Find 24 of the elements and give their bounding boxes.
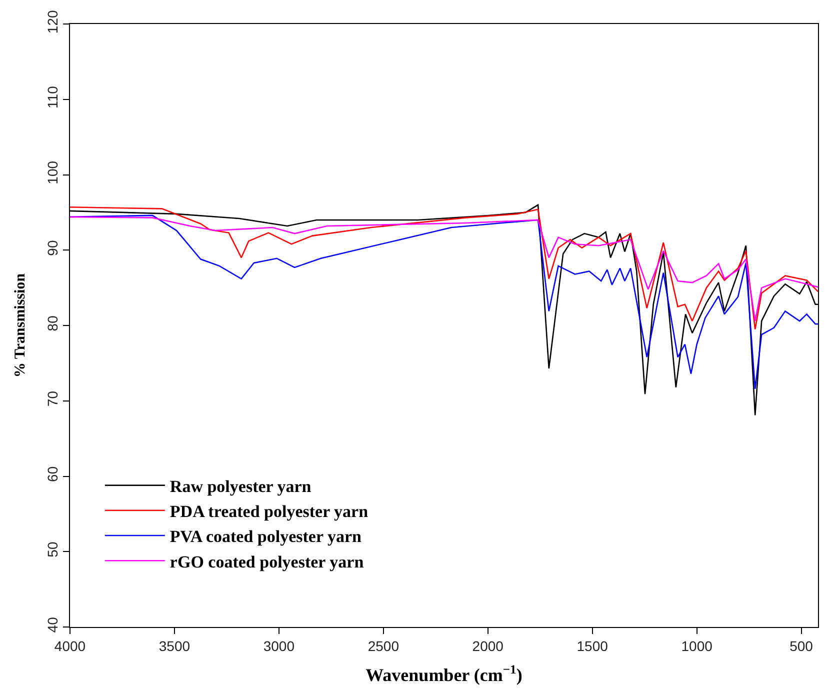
legend-label: PDA treated polyester yarn — [170, 502, 369, 522]
y-tick-label: 40 — [44, 616, 60, 633]
y-tick-label: 100 — [44, 160, 60, 184]
legend-label: rGO coated polyester yarn — [170, 552, 364, 572]
x-tick-label: 1500 — [576, 638, 608, 654]
y-tick-label: 60 — [44, 466, 60, 482]
x-tick-label: 2500 — [368, 638, 400, 654]
y-tick-label: 50 — [44, 542, 60, 558]
legend-label: PVA coated polyester yarn — [170, 527, 362, 546]
line-series — [70, 214, 818, 390]
x-tick-label: 2000 — [472, 638, 504, 654]
y-tick-label: 110 — [44, 86, 60, 108]
y-tick-label: 120 — [44, 10, 60, 34]
y-tick-label: 70 — [44, 390, 60, 407]
x-tick-label: 3500 — [158, 638, 190, 654]
y-axis-title: % Transmission — [12, 272, 29, 378]
x-tick-label: 1000 — [681, 638, 713, 654]
x-tick-label: 3000 — [263, 638, 295, 654]
x-tick-label: 4000 — [54, 638, 86, 654]
x-axis-title: Wavenumber (cm$^{−1}$) — [366, 662, 522, 685]
legend-label: Raw polyester yarn — [170, 476, 312, 496]
x-tick-label: 500 — [790, 638, 814, 654]
y-tick-label: 80 — [44, 315, 60, 332]
y-tick-label: 90 — [44, 240, 60, 256]
